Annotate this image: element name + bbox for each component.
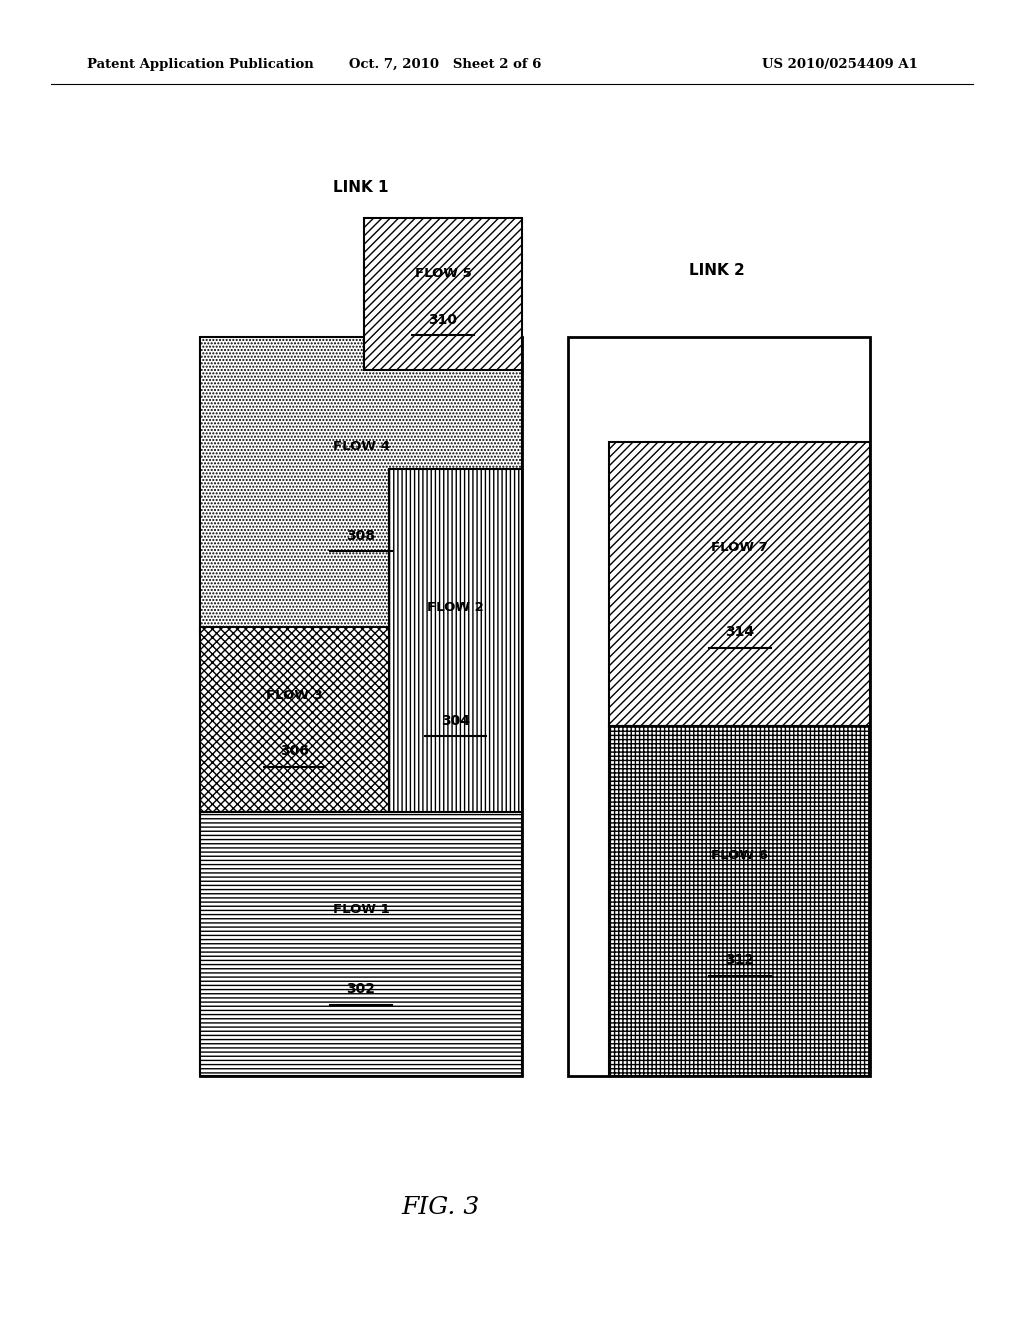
Text: 308: 308 [346,528,376,543]
Text: FLOW 5: FLOW 5 [415,268,471,280]
Text: 302: 302 [346,982,376,995]
Text: LINK 2: LINK 2 [689,263,744,279]
Text: FIG. 3: FIG. 3 [401,1196,479,1220]
Bar [609,442,870,726]
Text: FLOW 7: FLOW 7 [712,541,768,553]
Text: FLOW 6: FLOW 6 [712,849,768,862]
Bar [568,337,870,1076]
Bar [364,218,522,370]
Bar [200,812,522,1076]
Text: Oct. 7, 2010   Sheet 2 of 6: Oct. 7, 2010 Sheet 2 of 6 [349,58,542,71]
Bar [389,469,522,845]
Bar [609,726,870,1076]
Text: FLOW 1: FLOW 1 [333,903,389,916]
Bar [200,627,389,812]
Text: US 2010/0254409 A1: US 2010/0254409 A1 [762,58,918,71]
Text: 312: 312 [725,953,755,968]
Text: FLOW 2: FLOW 2 [427,602,484,614]
Text: FLOW 4: FLOW 4 [333,440,389,453]
Text: 304: 304 [441,714,470,727]
Bar [200,337,522,634]
Text: LINK 1: LINK 1 [333,180,388,195]
Text: 306: 306 [280,743,309,758]
Text: 314: 314 [725,626,755,639]
Text: FLOW 3: FLOW 3 [266,689,323,702]
Text: Patent Application Publication: Patent Application Publication [87,58,313,71]
Text: 310: 310 [428,313,458,326]
Bar [200,337,522,1076]
